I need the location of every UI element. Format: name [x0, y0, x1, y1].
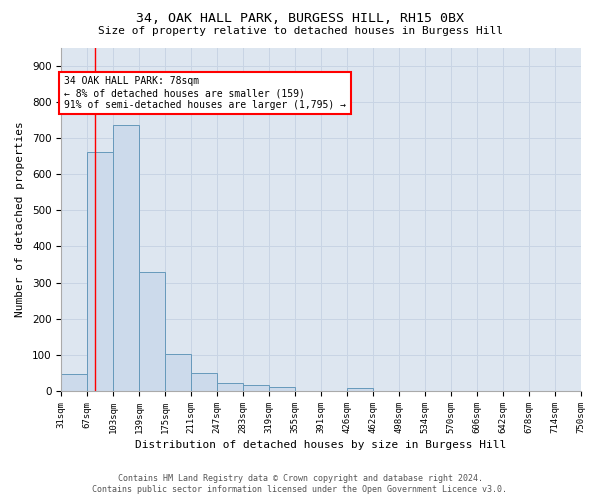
Bar	[87, 152, 113, 391]
Text: Size of property relative to detached houses in Burgess Hill: Size of property relative to detached ho…	[97, 26, 503, 36]
Bar	[165, 354, 191, 391]
Bar	[217, 383, 243, 391]
Y-axis label: Number of detached properties: Number of detached properties	[15, 122, 25, 317]
Bar	[113, 126, 139, 391]
X-axis label: Distribution of detached houses by size in Burgess Hill: Distribution of detached houses by size …	[135, 440, 506, 450]
Text: Contains HM Land Registry data © Crown copyright and database right 2024.
Contai: Contains HM Land Registry data © Crown c…	[92, 474, 508, 494]
Bar	[243, 385, 269, 391]
Bar	[347, 388, 373, 391]
Text: 34, OAK HALL PARK, BURGESS HILL, RH15 0BX: 34, OAK HALL PARK, BURGESS HILL, RH15 0B…	[136, 12, 464, 26]
Bar	[191, 373, 217, 391]
Bar	[61, 374, 87, 391]
Text: 34 OAK HALL PARK: 78sqm
← 8% of detached houses are smaller (159)
91% of semi-de: 34 OAK HALL PARK: 78sqm ← 8% of detached…	[64, 76, 346, 110]
Bar	[139, 272, 165, 391]
Bar	[269, 388, 295, 391]
